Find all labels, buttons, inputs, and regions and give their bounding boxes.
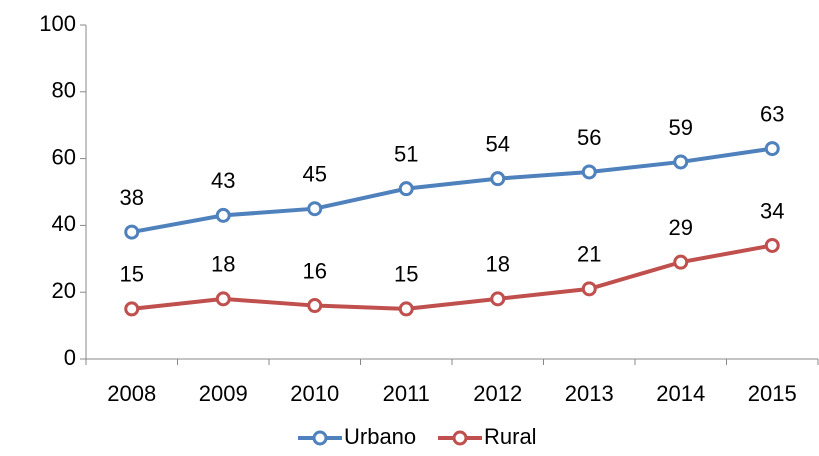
- series-line: [131, 243, 773, 311]
- x-tick-label: 2010: [290, 381, 339, 406]
- data-label: 51: [394, 141, 418, 166]
- data-point: [124, 301, 140, 317]
- x-tick-label: 2012: [473, 381, 522, 406]
- data-label: 21: [577, 242, 601, 267]
- y-tick-label: 80: [52, 78, 76, 103]
- y-tick-label: 40: [52, 211, 76, 236]
- x-tick-label: 2014: [656, 381, 705, 406]
- data-point: [124, 224, 140, 240]
- y-tick-label: 100: [39, 11, 76, 36]
- y-tick-label: 60: [52, 144, 76, 169]
- data-label: 29: [669, 215, 693, 240]
- data-point: [581, 281, 597, 297]
- data-label: 16: [303, 258, 327, 283]
- data-label: 56: [577, 125, 601, 150]
- x-tick-label: 2009: [199, 381, 248, 406]
- data-point: [215, 291, 231, 307]
- data-point: [215, 207, 231, 223]
- data-label: 34: [760, 198, 784, 223]
- data-point: [398, 301, 414, 317]
- data-point: [398, 181, 414, 197]
- legend-label: Urbano: [344, 424, 416, 449]
- data-label: 43: [211, 168, 235, 193]
- data-label: 63: [760, 101, 784, 126]
- series-line: [131, 146, 773, 235]
- data-label: 38: [120, 185, 144, 210]
- x-tick-label: 2008: [107, 381, 156, 406]
- data-point: [673, 154, 689, 170]
- data-point: [307, 298, 323, 314]
- data-point: [673, 254, 689, 270]
- data-point: [764, 141, 780, 157]
- y-tick-label: 20: [52, 278, 76, 303]
- legend-marker: [312, 430, 328, 446]
- data-label: 15: [120, 262, 144, 287]
- legend-marker: [452, 430, 468, 446]
- data-point: [490, 171, 506, 187]
- x-tick-label: 2015: [748, 381, 797, 406]
- data-point: [581, 164, 597, 180]
- data-label: 45: [303, 162, 327, 187]
- data-label: 59: [669, 115, 693, 140]
- data-point: [307, 201, 323, 217]
- data-point: [490, 291, 506, 307]
- data-label: 18: [211, 252, 235, 277]
- legend-label: Rural: [484, 424, 537, 449]
- data-label: 15: [394, 262, 418, 287]
- data-label: 18: [486, 252, 510, 277]
- data-point: [764, 237, 780, 253]
- data-label: 54: [486, 131, 510, 156]
- x-tick-label: 2011: [383, 381, 430, 406]
- y-tick-label: 0: [64, 345, 76, 370]
- x-tick-label: 2013: [565, 381, 614, 406]
